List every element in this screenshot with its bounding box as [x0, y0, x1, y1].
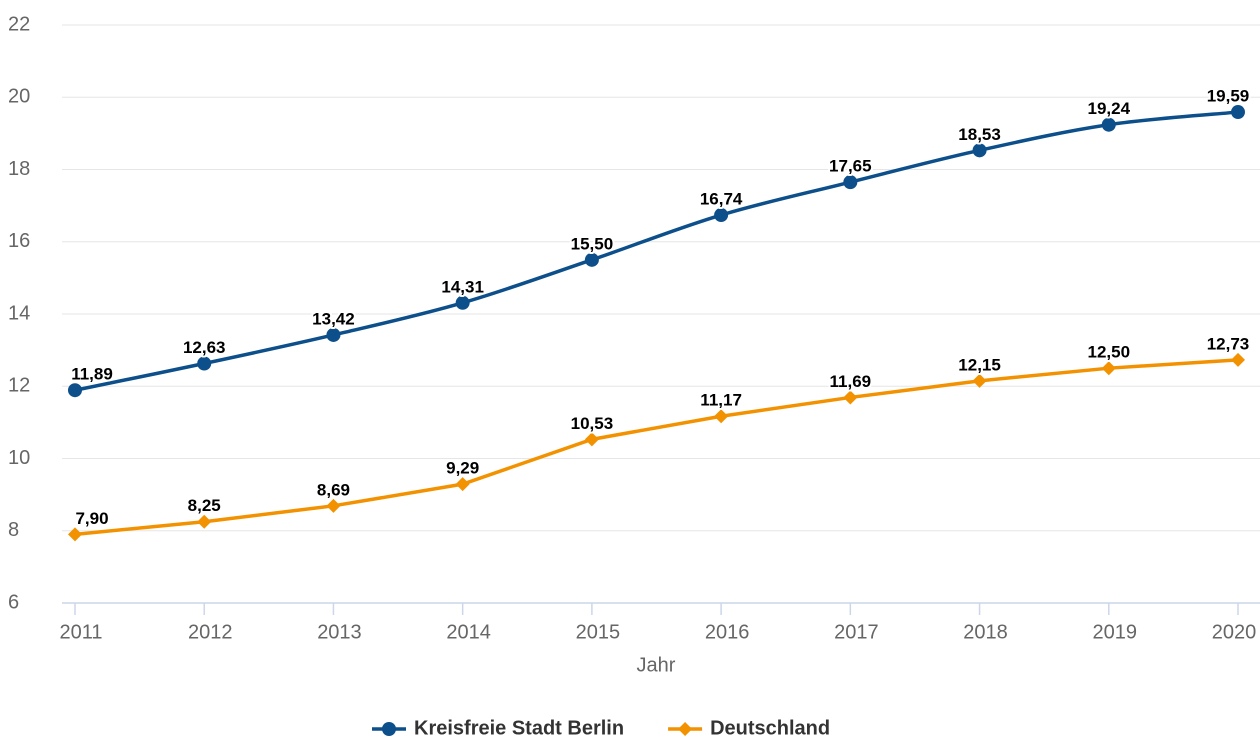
legend: Kreisfreie Stadt Berlin Deutschland [372, 717, 830, 739]
data-label: 8,25 [188, 496, 221, 515]
point [455, 295, 470, 310]
data-label: 16,74 [700, 190, 743, 209]
point [714, 409, 729, 424]
series-line [74, 110, 1239, 392]
x-tick-label: 2018 [963, 621, 1008, 643]
x-tick-label: 2012 [188, 621, 233, 643]
y-tick-label: 20 [8, 86, 30, 108]
series-line [74, 358, 1239, 537]
legend-label: Kreisfreie Stadt Berlin [414, 717, 624, 739]
legend-symbol [678, 722, 693, 736]
data-label: 12,50 [1088, 343, 1131, 362]
point [972, 373, 987, 388]
x-tick-label: 2020 [1212, 621, 1257, 643]
x-tick-label: 2015 [576, 621, 621, 643]
data-label: 11,89 [71, 365, 113, 384]
x-tick-label: 2013 [317, 621, 362, 643]
data-label: 7,90 [75, 509, 108, 528]
y-tick-label: 6 [8, 591, 19, 613]
point [326, 498, 341, 513]
y-tick-label: 12 [8, 375, 30, 397]
data-label: 18,53 [958, 125, 1001, 144]
data-label: 12,15 [958, 355, 1001, 374]
y-tick-label: 14 [8, 302, 30, 324]
legend-label: Deutschland [710, 717, 830, 739]
point [1101, 117, 1116, 132]
data-label: 10,53 [571, 414, 614, 433]
y-tick-label: 16 [8, 230, 30, 252]
y-tick-label: 10 [8, 447, 30, 469]
point [197, 356, 212, 371]
point [197, 514, 212, 529]
y-tick-label: 8 [8, 519, 19, 541]
point [972, 143, 987, 158]
data-label: 11,17 [700, 391, 742, 410]
point [68, 383, 82, 398]
y-tick-label: 18 [8, 158, 30, 180]
point [68, 527, 82, 542]
point [455, 477, 470, 492]
point [584, 252, 599, 267]
point [584, 432, 599, 447]
x-tick-label: 2019 [1093, 621, 1138, 643]
data-label: 19,24 [1088, 99, 1131, 118]
y-tick-label: 22 [8, 13, 30, 35]
x-axis-title: Jahr [637, 654, 676, 676]
data-label: 13,42 [312, 309, 355, 328]
point [714, 208, 729, 223]
data-label: 19,59 [1207, 87, 1250, 106]
point [1231, 105, 1245, 120]
point [326, 327, 341, 342]
x-tick-label: 2017 [834, 621, 879, 643]
data-label: 11,69 [830, 372, 872, 391]
data-label: 12,73 [1207, 334, 1250, 353]
data-label: 14,31 [441, 277, 484, 296]
legend-symbol [382, 722, 396, 736]
x-tick-label: 2011 [59, 621, 102, 643]
data-label: 8,69 [317, 480, 350, 499]
data-label: 17,65 [829, 157, 872, 176]
data-label: 9,29 [446, 459, 479, 478]
x-tick-label: 2016 [705, 621, 750, 643]
point [843, 175, 858, 190]
point [1231, 352, 1245, 367]
data-label: 12,63 [183, 338, 226, 357]
point [843, 390, 858, 405]
point [1101, 361, 1116, 376]
x-tick-label: 2014 [446, 621, 491, 643]
data-label: 15,50 [571, 234, 614, 253]
